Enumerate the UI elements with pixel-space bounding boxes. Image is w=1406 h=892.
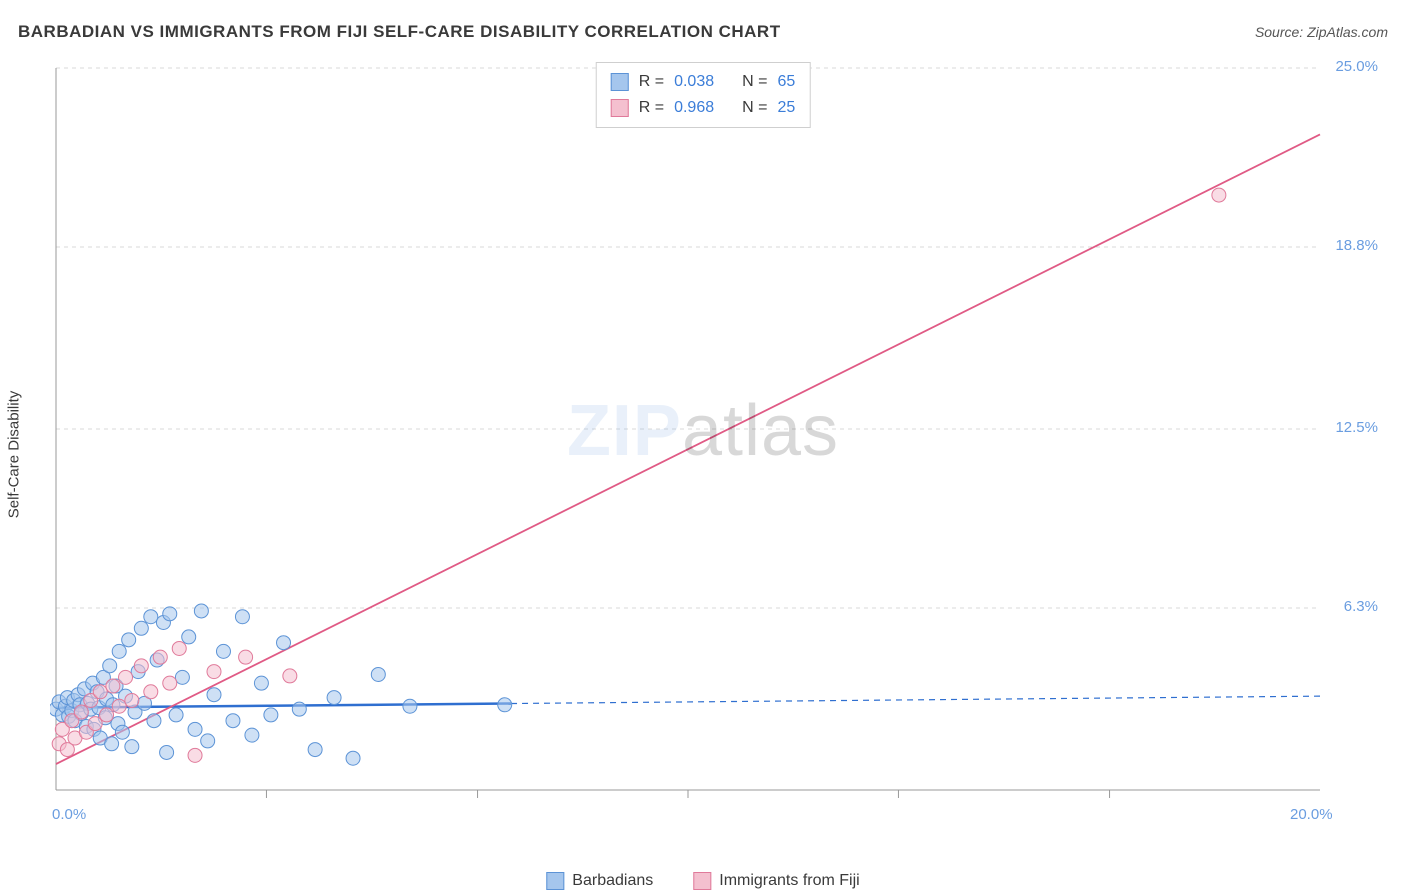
- plot-area: [50, 60, 1380, 830]
- y-tick-label: 6.3%: [1344, 598, 1378, 615]
- x-tick-label: 20.0%: [1290, 806, 1333, 823]
- r-value: 0.968: [674, 95, 714, 121]
- n-value: 25: [777, 95, 795, 121]
- y-tick-label: 25.0%: [1335, 58, 1378, 75]
- n-label: N =: [742, 69, 767, 95]
- scatter-chart-svg: [50, 60, 1380, 830]
- legend-swatch-icon: [693, 872, 711, 890]
- y-tick-label: 18.8%: [1335, 237, 1378, 254]
- r-value: 0.038: [674, 69, 714, 95]
- legend-label: Immigrants from Fiji: [719, 872, 859, 890]
- r-label: R =: [639, 95, 664, 121]
- r-label: R =: [639, 69, 664, 95]
- title-row: BARBADIAN VS IMMIGRANTS FROM FIJI SELF-C…: [18, 22, 1388, 42]
- legend-stats-row: R = 0.968 N = 25: [611, 95, 796, 121]
- n-value: 65: [777, 69, 795, 95]
- n-label: N =: [742, 95, 767, 121]
- legend-swatch-icon: [611, 73, 629, 91]
- source-label: Source: ZipAtlas.com: [1255, 24, 1388, 40]
- chart-container: BARBADIAN VS IMMIGRANTS FROM FIJI SELF-C…: [0, 0, 1406, 892]
- x-tick-label: 0.0%: [52, 806, 86, 823]
- legend-item: Barbadians: [546, 872, 653, 890]
- y-tick-label: 12.5%: [1335, 419, 1378, 436]
- legend-stats-box: R = 0.038 N = 65 R = 0.968 N = 25: [596, 62, 811, 128]
- legend-bottom: Barbadians Immigrants from Fiji: [546, 872, 859, 890]
- legend-label: Barbadians: [572, 872, 653, 890]
- legend-swatch-icon: [611, 99, 629, 117]
- legend-item: Immigrants from Fiji: [693, 872, 859, 890]
- legend-swatch-icon: [546, 872, 564, 890]
- legend-stats-row: R = 0.038 N = 65: [611, 69, 796, 95]
- y-axis-label: Self-Care Disability: [6, 391, 23, 519]
- chart-title: BARBADIAN VS IMMIGRANTS FROM FIJI SELF-C…: [18, 22, 781, 42]
